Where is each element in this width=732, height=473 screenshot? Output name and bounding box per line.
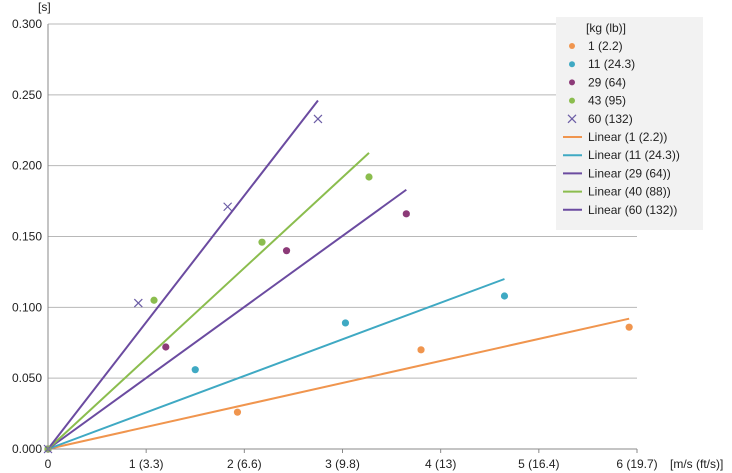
point-43-95 <box>365 173 373 181</box>
point-11-24-3 <box>341 319 350 327</box>
svg-text:Linear (1 (2.2)): Linear (1 (2.2)) <box>588 130 667 144</box>
legend-title: [kg (lb)] <box>586 21 626 35</box>
point-1-2-2 <box>625 323 633 331</box>
y-tick-label: 0.250 <box>12 88 42 102</box>
legend-entry-linear-40-88: Linear (40 (88)) <box>563 185 671 199</box>
y-tick-label: 0.300 <box>12 17 42 31</box>
gridlines <box>48 23 637 379</box>
legend-entry-60-132: 60 (132) <box>567 112 633 126</box>
x-tick-label: 1 (3.3) <box>129 457 164 471</box>
svg-text:43 (95): 43 (95) <box>588 94 626 108</box>
svg-text:Linear (40 (88)): Linear (40 (88)) <box>588 185 671 199</box>
point-1-2-2 <box>233 408 242 416</box>
point-1-2-2 <box>417 346 425 354</box>
y-tick-labels: 0.000 0.050 0.100 0.150 0.200 0.250 0.300 <box>12 17 42 456</box>
y-tick-label: 0.050 <box>12 371 42 385</box>
legend-box <box>556 17 703 230</box>
x-tick-label: 4 (13) <box>425 457 456 471</box>
point-43-95 <box>258 238 266 246</box>
point-29-64 <box>162 343 170 351</box>
legend-entry-1-2-2: 1 (2.2) <box>569 39 623 53</box>
svg-text:11 (24.3): 11 (24.3) <box>588 57 635 71</box>
legend-entry-linear-60-132: Linear (60 (132)) <box>563 203 677 217</box>
legend: [kg (lb)] 1 (2.2) 11 (24.3) 29 (64) 43 (95)… <box>556 17 703 230</box>
legend-entry-43-95: 43 (95) <box>569 94 626 108</box>
legend-entry-linear-1-2-2: Linear (1 (2.2)) <box>563 130 667 144</box>
trendline-linear-1-2-2 <box>47 317 630 450</box>
y-tick-label: 0.150 <box>12 230 42 244</box>
trendlines <box>47 99 630 450</box>
legend-entry-linear-11-24-3: Linear (11 (24.3)) <box>563 148 680 162</box>
legend-items: 1 (2.2) 11 (24.3) 29 (64) 43 (95) 60 (132) Li… <box>563 39 680 217</box>
x-tick-label: 2 (6.6) <box>227 457 262 471</box>
y-axis-label: [s] <box>38 0 51 14</box>
svg-text:Linear (11 (24.3)): Linear (11 (24.3)) <box>588 148 680 162</box>
point-60-132 <box>223 202 233 212</box>
point-60-132 <box>133 298 143 308</box>
trendline-linear-11-24-3 <box>47 278 505 450</box>
x-tick-label: 3 (9.8) <box>325 457 360 471</box>
x-tick-label: 0 <box>45 457 52 471</box>
y-tick-label: 0.200 <box>12 159 42 173</box>
legend-entry-29-64: 29 (64) <box>569 75 626 89</box>
x-axis-label: [m/s (ft/s)] <box>670 457 723 471</box>
y-tick-label: 0.000 <box>12 442 42 456</box>
point-11-24-3 <box>191 366 199 374</box>
trendline-linear-29-64 <box>47 188 407 450</box>
svg-text:29 (64): 29 (64) <box>588 75 626 89</box>
x-tick-label: 5 (16.4) <box>518 457 559 471</box>
point-43-95 <box>150 296 158 304</box>
legend-entry-linear-29-64: Linear (29 (64)) <box>563 166 671 180</box>
point-29-64 <box>282 247 291 255</box>
svg-text:1 (2.2): 1 (2.2) <box>588 39 623 53</box>
point-60-132 <box>313 114 323 124</box>
svg-text:60 (132): 60 (132) <box>588 112 633 126</box>
x-tick-labels: 0 1 (3.3) 2 (6.6) 3 (9.8) 4 (13) 5 (16.4) 6 (1… <box>45 449 658 471</box>
point-29-64 <box>402 210 410 218</box>
trendline-linear-60-132 <box>47 99 319 450</box>
svg-text:Linear (29 (64)): Linear (29 (64)) <box>588 166 671 180</box>
x-tick-label: 6 (19.7) <box>616 457 657 471</box>
point-11-24-3 <box>500 292 509 300</box>
y-tick-label: 0.100 <box>12 300 42 314</box>
trendline-linear-40-88 <box>47 152 370 450</box>
svg-text:Linear (60 (132)): Linear (60 (132)) <box>588 203 677 217</box>
legend-entry-11-24-3: 11 (24.3) <box>569 57 635 71</box>
